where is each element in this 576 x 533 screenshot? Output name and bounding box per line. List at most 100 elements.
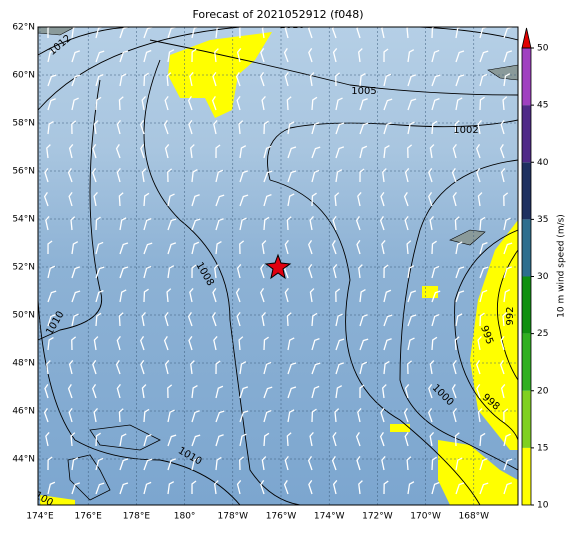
wind-barb [167,242,177,255]
wind-barb [477,192,483,207]
wind-barb [93,120,99,135]
wind-barb [143,27,153,39]
wind-barb [335,385,343,399]
wind-barb [355,216,361,231]
wind-barb [359,122,369,135]
colorbar-segment [522,48,531,106]
wind-barb [71,97,79,111]
lon-label: 170°W [410,512,441,522]
wind-barb [167,168,173,183]
wind-barb [166,288,172,303]
wind-barb [311,408,317,423]
colorbar-segment [522,333,531,391]
wind-barb [477,120,482,135]
wind-barb [47,481,56,495]
wind-barb [503,50,513,63]
wind-barb [143,288,149,303]
wind-barb [455,266,465,279]
wind-barb [143,265,152,279]
wind-barb [215,144,221,159]
wind-barb [331,456,337,471]
wind-barb [167,434,177,447]
wind-barb [287,170,297,183]
wind-barb [283,480,289,495]
wind-barb [188,120,193,135]
wind-barb [452,360,457,375]
wind-barb [115,360,121,375]
wind-barb [429,144,435,159]
wind-barb [454,336,460,351]
wind-barb [71,241,79,255]
wind-barbs [43,27,513,495]
wind-barb [71,482,81,495]
lon-label: 174°W [314,512,345,522]
wind-barb [431,74,441,87]
lat-label: 54°N [12,215,35,225]
wind-barb [92,144,97,159]
wind-barb [263,145,272,159]
wind-barb [191,384,198,399]
wind-barb [380,408,385,423]
wind-barb [356,240,361,255]
wind-barb [479,50,489,63]
wind-barb [502,312,508,327]
wind-barb [383,48,389,63]
wind-barb [287,409,295,423]
wind-barb [309,72,315,87]
wind-barb [191,264,197,279]
wind-barb [359,288,366,303]
wind-barb [383,73,392,87]
wind-barb [213,336,218,351]
wind-barb [43,192,49,207]
wind-barb [71,50,80,63]
wind-barb [261,456,267,471]
wind-barb [309,432,314,447]
wind-barb [331,27,337,39]
wind-barb [452,408,458,423]
wind-barb [164,144,170,159]
wind-barb [503,482,512,495]
wind-barb [403,408,409,423]
wind-barb [311,96,318,111]
wind-barb [335,338,345,351]
wind-barb [46,144,51,159]
wind-barb [47,265,56,279]
wind-barb [475,360,481,375]
wind-barb [499,360,505,375]
wind-barb [383,480,389,495]
wind-barb [215,240,222,255]
wind-barb [47,74,57,87]
wind-barb [167,458,177,471]
wind-barb [43,408,49,423]
wind-barb [95,96,102,111]
wind-barb [359,338,369,351]
wind-barb [215,169,224,183]
wind-barb [431,97,440,111]
wind-barb [503,73,511,87]
wind-barb [284,27,289,39]
wind-barb [502,96,508,111]
colorbar-label: 10 m wind speed (m/s) [557,214,567,318]
wind-barb [382,168,387,183]
wind-barb [452,144,457,159]
lon-label: 168°W [459,512,490,522]
wind-barb [308,240,313,255]
wind-barb [239,145,247,159]
contour-label: 1005 [351,86,376,97]
wind-barb [215,194,225,207]
lon-label: 176°W [266,512,297,522]
wind-barb [479,312,485,327]
wind-barb [163,336,169,351]
wind-barb [119,266,129,279]
wind-barb [455,290,465,303]
wind-barb [263,170,273,183]
wind-barb [67,384,73,399]
wind-barb [404,168,410,183]
wind-barb [334,192,340,207]
wind-barb [287,386,297,399]
wind-barb [332,216,337,231]
wind-barb [47,27,51,38]
wind-barb [261,312,266,327]
wind-barb [479,216,486,231]
